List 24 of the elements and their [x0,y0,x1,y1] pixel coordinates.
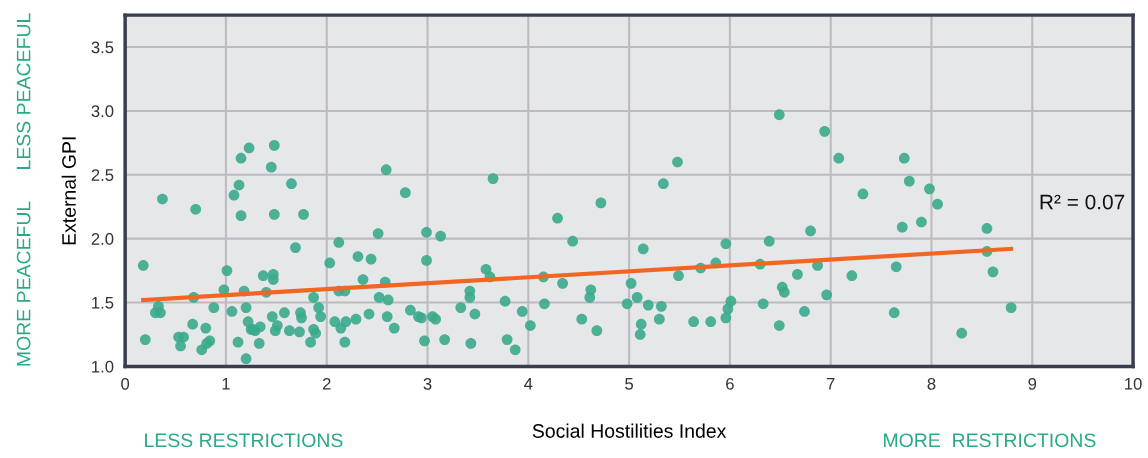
y-tick-label: 1.0 [92,360,114,373]
x-tick-label: 5 [625,378,634,390]
text: LESS PEACEFUL [16,13,31,169]
x-tick-label: 8 [927,377,936,390]
x-tick-label: 9 [1028,377,1037,390]
annotation: R² = 0.07 [1040,194,1125,210]
x-tick-label: 3 [423,377,432,390]
y-tick-label: 3.0 [91,105,114,118]
x-tick-label: 4 [524,378,533,390]
x-tick-label: 0 [121,377,130,390]
x-tick-label: 10 [1125,377,1142,390]
text: MORE RESTRICTIONS [884,433,1096,448]
x-tick-label: 1 [222,378,230,390]
text: MORE PEACEFUL [16,201,31,366]
text: LESS RESTRICTIONS [145,433,343,448]
y-tick-label: 2.5 [91,169,114,181]
x-axis-title: Social Hostilities Index [532,423,727,438]
y-tick-label: 1.5 [92,297,114,309]
x-tick-label: 6 [726,377,734,390]
x-tick-label: 2 [322,377,331,390]
x-tick-label: 7 [826,378,835,390]
y-tick-label: 2.0 [91,233,114,245]
y-axis-title: External GPI [61,137,76,245]
y-tick-label: 3.5 [91,41,114,54]
